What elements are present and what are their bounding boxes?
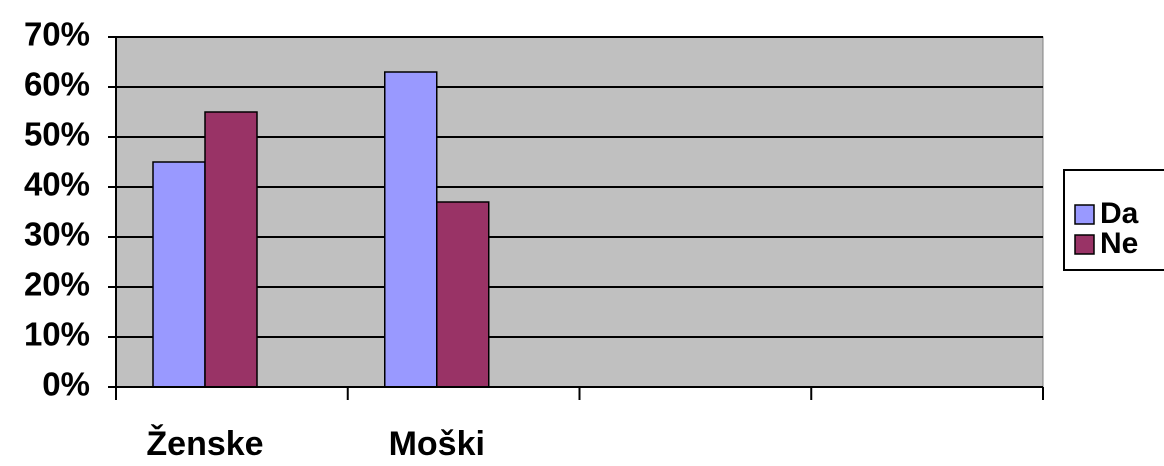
y-tick-label: 0% [42, 366, 90, 403]
legend-swatch [1074, 204, 1095, 225]
x-tick-label: Ženske [146, 425, 263, 463]
y-tick-label: 70% [24, 16, 90, 53]
legend-label: Da [1100, 197, 1139, 230]
y-tick-label: 60% [24, 66, 90, 103]
legend-swatch [1074, 234, 1095, 255]
bar [152, 161, 206, 388]
legend-label: Ne [1100, 227, 1138, 260]
y-tick-label: 20% [24, 266, 90, 303]
y-tick-label: 10% [24, 316, 90, 353]
y-tick-label: 30% [24, 216, 90, 253]
bar [204, 111, 258, 388]
x-tick-label: Moški [389, 425, 485, 463]
bar [436, 201, 490, 388]
y-tick-label: 50% [24, 116, 90, 153]
plot-area [115, 36, 1044, 388]
bar [384, 71, 438, 388]
y-tick-label: 40% [24, 166, 90, 203]
